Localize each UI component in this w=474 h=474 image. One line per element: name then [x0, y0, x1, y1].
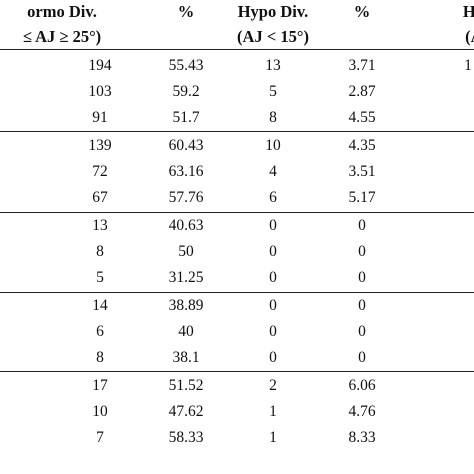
table-cell: 10	[92, 403, 108, 420]
table-cell: 0	[269, 217, 277, 234]
column-header: ormo Div.	[27, 2, 97, 21]
column-header: ≤ AJ ≥ 25°)	[22, 27, 102, 46]
header-rule	[0, 49, 474, 50]
table-cell: 38.89	[168, 297, 204, 314]
group-rule	[0, 131, 474, 132]
table-cell: 63.16	[168, 163, 204, 180]
table-cell: 59.2	[172, 83, 200, 100]
column-header: %	[353, 2, 371, 21]
table-cell: 5.17	[348, 189, 376, 206]
table-cell: 51.7	[172, 109, 200, 126]
table-cell: 14	[92, 297, 108, 314]
table-cell: 0	[358, 217, 366, 234]
table-cell: 13	[92, 217, 108, 234]
table-cell: 0	[269, 243, 277, 260]
table-cell: 58.33	[168, 429, 204, 446]
table-cell: 3.51	[348, 163, 376, 180]
table-cell: 1	[269, 429, 277, 446]
table-cell: 0	[269, 269, 277, 286]
table-cell: 55.43	[168, 57, 204, 74]
table-cell: 103	[88, 83, 112, 100]
table-cell: 4.35	[348, 137, 376, 154]
table-cell: 0	[269, 323, 277, 340]
group-rule	[0, 212, 474, 213]
column-header: (AJ < 15°)	[237, 27, 309, 46]
table-cell: 8.33	[348, 429, 376, 446]
table-cell: 60.43	[168, 137, 204, 154]
table-cell: 91	[92, 109, 108, 126]
table-cell: 8	[96, 349, 104, 366]
table-cell: 0	[269, 297, 277, 314]
table-cell: 67	[92, 189, 108, 206]
table-cell: 40.63	[168, 217, 204, 234]
table-cell: 194	[88, 57, 112, 74]
column-header: Hypo Div.	[237, 2, 309, 21]
table-cell: 8	[96, 243, 104, 260]
table-cell: 0	[358, 243, 366, 260]
table-cell: 5	[96, 269, 104, 286]
table-cell: 17	[92, 377, 108, 394]
table-cell: 5	[269, 83, 277, 100]
table-cell: 2.87	[348, 83, 376, 100]
table-cell: 51.52	[168, 377, 204, 394]
table-cell: 2	[269, 377, 277, 394]
table-cell: 40	[178, 323, 194, 340]
table-cell: 0	[269, 349, 277, 366]
table-cell: 0	[358, 269, 366, 286]
column-header: (AJ	[465, 27, 474, 46]
table-cell: 7	[96, 429, 104, 446]
table-cell: 1	[269, 403, 277, 420]
table-cell: 72	[92, 163, 108, 180]
table-cell: 0	[358, 297, 366, 314]
table-cell: 13	[265, 57, 281, 74]
table-cell: 4	[269, 163, 277, 180]
table-cell: 1	[464, 57, 472, 74]
table-cell: 31.25	[168, 269, 204, 286]
table-cell: 3.71	[348, 57, 376, 74]
table-cell: 6	[96, 323, 104, 340]
table-cell: 6.06	[348, 377, 376, 394]
table-cell: 139	[88, 137, 112, 154]
table-cell: 47.62	[168, 403, 204, 420]
table-cell: 50	[178, 243, 194, 260]
table-cell: 10	[265, 137, 281, 154]
table-cell: 6	[269, 189, 277, 206]
column-header: Hyp	[462, 2, 474, 21]
column-header: %	[177, 2, 195, 21]
group-rule	[0, 292, 474, 293]
table-cell: 4.55	[348, 109, 376, 126]
table-cell: 57.76	[168, 189, 204, 206]
table-cell: 4.76	[348, 403, 376, 420]
group-rule	[0, 371, 474, 372]
table-cell: 38.1	[172, 349, 200, 366]
table-cell: 8	[269, 109, 277, 126]
table-cell: 0	[358, 323, 366, 340]
table-cell: 0	[358, 349, 366, 366]
